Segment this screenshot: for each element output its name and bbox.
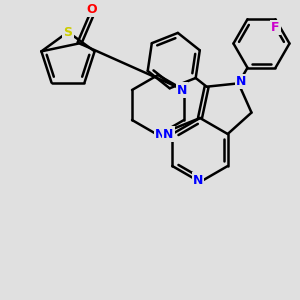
Text: S: S	[64, 26, 73, 38]
Text: O: O	[86, 3, 97, 16]
Text: N: N	[193, 173, 203, 187]
Text: F: F	[271, 21, 280, 34]
Text: N: N	[177, 83, 187, 97]
Text: N: N	[236, 75, 247, 88]
Text: N: N	[155, 128, 165, 142]
Text: N: N	[163, 128, 173, 140]
